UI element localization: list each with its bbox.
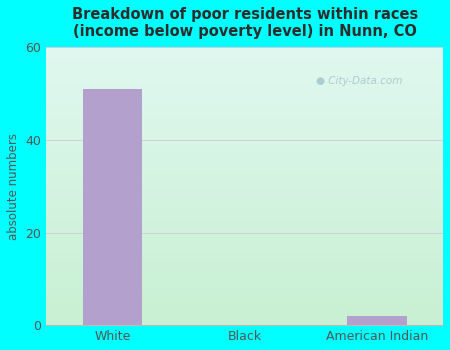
Title: Breakdown of poor residents within races
(income below poverty level) in Nunn, C: Breakdown of poor residents within races… (72, 7, 418, 39)
Bar (347, 316, 407, 325)
Text: ● City-Data.com: ● City-Data.com (316, 76, 402, 86)
Bar (83, 89, 142, 325)
Y-axis label: absolute numbers: absolute numbers (7, 133, 20, 240)
